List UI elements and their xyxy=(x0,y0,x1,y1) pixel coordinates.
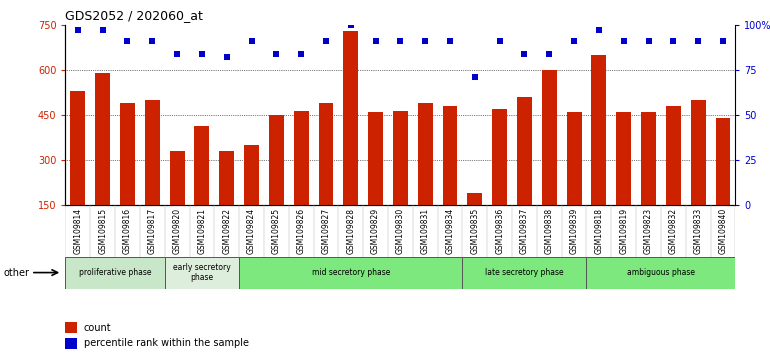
Point xyxy=(394,38,407,44)
Text: GSM109821: GSM109821 xyxy=(197,208,206,254)
Bar xyxy=(368,112,383,251)
Point xyxy=(543,51,555,57)
Point xyxy=(419,38,431,44)
Text: GSM109826: GSM109826 xyxy=(296,208,306,254)
Bar xyxy=(169,151,185,251)
Bar xyxy=(65,322,77,333)
Text: GSM109814: GSM109814 xyxy=(73,208,82,254)
Point xyxy=(270,51,283,57)
Text: GSM109828: GSM109828 xyxy=(346,208,355,254)
Text: GSM109822: GSM109822 xyxy=(223,208,231,254)
Bar xyxy=(319,103,333,251)
Bar xyxy=(343,31,358,251)
Point xyxy=(717,38,729,44)
Point xyxy=(122,38,134,44)
Point xyxy=(146,38,159,44)
Text: GSM109820: GSM109820 xyxy=(172,208,182,254)
Bar xyxy=(95,73,110,251)
Point xyxy=(642,38,654,44)
Text: early secretory
phase: early secretory phase xyxy=(173,263,231,282)
Text: GSM109824: GSM109824 xyxy=(247,208,256,254)
Point xyxy=(72,27,84,33)
Point xyxy=(171,51,183,57)
Text: GSM109825: GSM109825 xyxy=(272,208,281,254)
Text: GSM109833: GSM109833 xyxy=(694,208,703,254)
Text: GSM109815: GSM109815 xyxy=(98,208,107,254)
Bar xyxy=(542,70,557,251)
Point xyxy=(667,38,679,44)
Point xyxy=(444,38,456,44)
Point xyxy=(692,38,705,44)
Point xyxy=(96,27,109,33)
Text: late secretory phase: late secretory phase xyxy=(485,268,564,277)
Point xyxy=(196,51,208,57)
Bar xyxy=(219,151,234,251)
Text: GSM109829: GSM109829 xyxy=(371,208,380,254)
Bar xyxy=(467,193,482,251)
Bar xyxy=(587,257,735,289)
Bar xyxy=(443,106,457,251)
Text: GSM109839: GSM109839 xyxy=(570,208,578,254)
Point xyxy=(568,38,581,44)
Text: GSM109835: GSM109835 xyxy=(470,208,480,254)
Bar xyxy=(567,112,581,251)
Text: GSM109837: GSM109837 xyxy=(520,208,529,254)
Bar xyxy=(463,257,587,289)
Bar xyxy=(195,126,209,251)
Bar xyxy=(65,257,165,289)
Bar xyxy=(591,55,606,251)
Text: GSM109830: GSM109830 xyxy=(396,208,405,254)
Text: GSM109836: GSM109836 xyxy=(495,208,504,254)
Bar xyxy=(239,257,463,289)
Bar xyxy=(70,91,85,251)
Bar xyxy=(244,145,259,251)
Text: percentile rank within the sample: percentile rank within the sample xyxy=(84,338,249,348)
Bar xyxy=(641,112,656,251)
Text: GSM109832: GSM109832 xyxy=(669,208,678,254)
Bar xyxy=(120,103,135,251)
Bar xyxy=(145,100,159,251)
Point xyxy=(494,38,506,44)
Text: mid secretory phase: mid secretory phase xyxy=(312,268,390,277)
Text: GSM109817: GSM109817 xyxy=(148,208,157,254)
Text: GSM109827: GSM109827 xyxy=(321,208,330,254)
Bar xyxy=(293,110,309,251)
Text: GSM109823: GSM109823 xyxy=(644,208,653,254)
Point xyxy=(246,38,258,44)
Bar xyxy=(393,110,408,251)
Point xyxy=(370,38,382,44)
Bar xyxy=(616,112,631,251)
Bar xyxy=(691,100,705,251)
Bar xyxy=(492,109,507,251)
Text: GSM109818: GSM109818 xyxy=(594,208,604,254)
Text: GSM109834: GSM109834 xyxy=(446,208,454,254)
Point xyxy=(320,38,332,44)
Point xyxy=(618,38,630,44)
Bar xyxy=(165,257,239,289)
Text: GDS2052 / 202060_at: GDS2052 / 202060_at xyxy=(65,9,203,22)
Text: GSM109840: GSM109840 xyxy=(718,208,728,254)
Bar xyxy=(418,103,433,251)
Point xyxy=(345,22,357,28)
Text: GSM109838: GSM109838 xyxy=(544,208,554,254)
Bar xyxy=(65,338,77,349)
Text: GSM109819: GSM109819 xyxy=(619,208,628,254)
Text: proliferative phase: proliferative phase xyxy=(79,268,152,277)
Text: ambiguous phase: ambiguous phase xyxy=(627,268,695,277)
Bar xyxy=(715,118,731,251)
Point xyxy=(469,74,481,80)
Bar xyxy=(517,97,532,251)
Point xyxy=(295,51,307,57)
Bar xyxy=(269,115,284,251)
Bar xyxy=(666,106,681,251)
Text: GSM109831: GSM109831 xyxy=(420,208,430,254)
Point xyxy=(593,27,605,33)
Text: GSM109816: GSM109816 xyxy=(123,208,132,254)
Point xyxy=(220,55,233,60)
Text: count: count xyxy=(84,322,112,332)
Text: other: other xyxy=(4,268,30,278)
Point xyxy=(518,51,531,57)
